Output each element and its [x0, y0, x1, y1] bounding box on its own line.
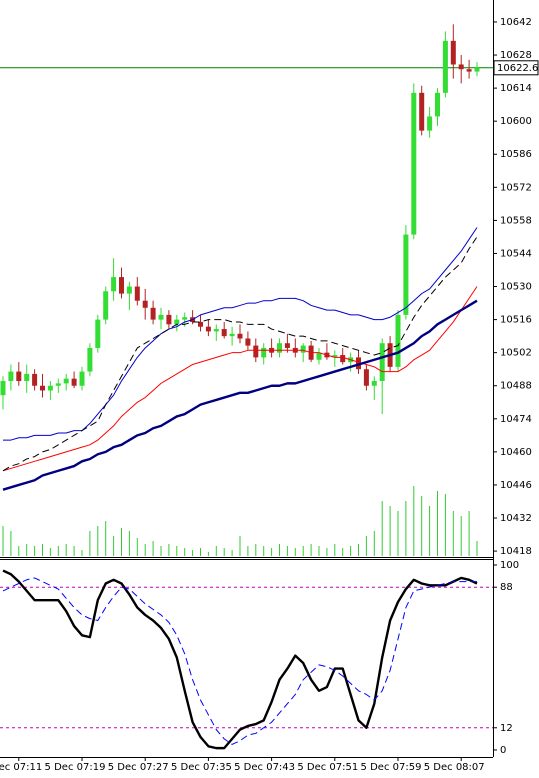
- candle-body: [221, 329, 227, 337]
- candle-body: [332, 355, 338, 358]
- candle-body: [237, 333, 243, 339]
- candle-body: [103, 291, 109, 320]
- candle-body: [0, 381, 6, 396]
- candle-body: [474, 67, 480, 72]
- candle-body: [245, 338, 251, 346]
- candle-body: [142, 300, 148, 308]
- candle-body: [158, 314, 164, 320]
- candle-body: [166, 314, 172, 325]
- x-tick-label: 5 Dec 07:19: [45, 762, 106, 773]
- candle-body: [371, 381, 377, 386]
- candle-body: [229, 333, 235, 337]
- candle-body: [8, 371, 14, 382]
- y-tick-label: 100: [500, 560, 519, 571]
- candle-body: [403, 234, 409, 315]
- x-tick-label: 5 Dec 07:35: [171, 762, 232, 773]
- candle-body: [253, 345, 259, 358]
- y-tick-label: 10642: [500, 17, 532, 28]
- candle-body: [363, 369, 369, 386]
- y-tick-label: 10446: [500, 480, 532, 491]
- candle-body: [111, 277, 117, 292]
- candle-body: [134, 286, 140, 301]
- y-tick-label: 10614: [500, 83, 532, 94]
- candle-body: [16, 371, 22, 382]
- candle-body: [150, 307, 156, 320]
- candle-body: [79, 371, 85, 386]
- y-tick-label: 10572: [500, 182, 532, 193]
- candle-body: [40, 385, 45, 391]
- candle-body: [300, 345, 306, 353]
- candle-body: [71, 378, 77, 386]
- moving-average: [2, 236, 478, 472]
- x-tick-label: 5 Dec 07:59: [361, 762, 422, 773]
- candle-body: [442, 40, 448, 93]
- oscillator-line: [2, 569, 478, 750]
- oscillator-line: [2, 577, 477, 745]
- y-tick-label: 10516: [500, 315, 532, 326]
- y-tick-label: 10544: [500, 248, 532, 259]
- y-tick-label: 10418: [500, 546, 532, 557]
- candle-body: [126, 286, 132, 294]
- candle-body: [182, 317, 188, 320]
- candle-body: [174, 319, 180, 325]
- y-tick-label: 10558: [500, 215, 532, 226]
- y-tick-label: 10474: [500, 414, 532, 425]
- candle-body: [95, 319, 101, 348]
- y-tick-label: 10600: [500, 116, 532, 127]
- y-tick-label: 10502: [500, 348, 532, 359]
- candle-body: [205, 326, 211, 332]
- candle-body: [32, 373, 38, 386]
- x-tick-label: 5 Dec 07:43: [234, 762, 295, 773]
- candle-body: [466, 69, 472, 72]
- x-tick-label: 5 Dec 08:07: [424, 762, 485, 773]
- y-tick-label: 10628: [500, 50, 532, 61]
- y-tick-label: 10432: [500, 513, 532, 524]
- candle-body: [55, 383, 61, 386]
- candle-body: [87, 347, 93, 372]
- candle-body: [419, 92, 425, 131]
- candle-body: [261, 347, 267, 358]
- candle-body: [395, 314, 401, 367]
- candle-body: [47, 385, 53, 391]
- current-price-box: [493, 60, 539, 76]
- candle-body: [450, 40, 456, 65]
- candle-body: [24, 373, 30, 382]
- candle-body: [277, 343, 282, 353]
- candle-body: [340, 355, 346, 363]
- candle-body: [63, 378, 69, 384]
- y-tick-label: 10460: [500, 447, 532, 458]
- y-tick-label: 88: [500, 582, 513, 593]
- x-tick-label: 5 Dec 07:27: [108, 762, 169, 773]
- candle-body: [316, 352, 322, 360]
- candle-body: [284, 343, 290, 348]
- x-tick-label: 5 Dec 07:51: [297, 762, 358, 773]
- y-tick-label: 0: [500, 745, 506, 756]
- y-tick-label: 10530: [500, 282, 532, 293]
- candle-body: [458, 64, 464, 70]
- candle-body: [119, 277, 124, 294]
- candle-body: [411, 92, 417, 235]
- candle-body: [427, 116, 433, 131]
- y-tick-label: 12: [500, 723, 513, 734]
- candle-body: [198, 321, 203, 327]
- y-tick-label: 10586: [500, 149, 532, 160]
- candle-body: [213, 329, 219, 332]
- x-tick-label: 5 Dec 07:11: [0, 762, 42, 773]
- candle-body: [435, 92, 440, 117]
- candle-body: [379, 343, 385, 382]
- y-tick-label: 10488: [500, 381, 532, 392]
- moving-average: [2, 299, 478, 491]
- moving-average: [2, 286, 478, 472]
- current-price-label: 10622.6: [497, 63, 538, 74]
